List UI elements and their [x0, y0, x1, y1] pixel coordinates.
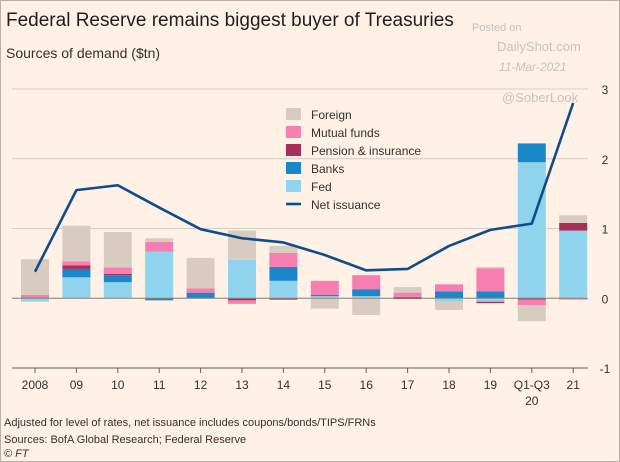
bar-fed: [228, 259, 256, 299]
bar-fed: [476, 298, 505, 302]
x-tick-label: 17: [401, 378, 415, 392]
bar-banks: [103, 275, 132, 283]
legend-label: Foreign: [311, 108, 352, 122]
bar-foreign: [21, 259, 49, 295]
bar-banks: [435, 291, 463, 299]
bar-mutual-funds: [517, 299, 546, 306]
bar-pension-insurance: [228, 298, 256, 301]
bar-banks: [310, 294, 339, 297]
bar-pension-insurance: [476, 301, 505, 304]
chart-subtitle: Sources of demand ($tn): [6, 45, 161, 61]
legend-label: Fed: [311, 180, 332, 194]
x-tick-label: Q1-Q3: [514, 378, 550, 392]
x-tick-label: 11: [153, 378, 166, 392]
x-tick-label: 19: [484, 378, 498, 392]
bar-banks: [393, 296, 422, 299]
bar-foreign: [476, 266, 505, 269]
bar-mutual-funds: [393, 292, 422, 297]
legend-swatch: [286, 162, 301, 174]
bar-banks: [186, 292, 215, 299]
bar-mutual-funds: [21, 294, 49, 298]
sources-note: Sources: BofA Global Research; Federal R…: [4, 434, 247, 446]
bar-banks: [476, 291, 505, 299]
bar-mutual-funds: [228, 300, 256, 304]
x-tick-label: 14: [277, 378, 291, 392]
bar-foreign: [186, 257, 215, 289]
copyright-note: © FT: [4, 448, 29, 460]
bar-banks: [145, 298, 174, 301]
y-tick-label: 3: [602, 83, 609, 97]
bar-mutual-funds: [435, 284, 463, 292]
bar-mutual-funds: [269, 252, 298, 267]
bar-fed: [352, 296, 381, 299]
bar-foreign: [269, 245, 298, 253]
x-tick-label: 18: [442, 378, 456, 392]
legend-label: Mutual funds: [311, 126, 380, 140]
x-tick-label: 13: [235, 378, 249, 392]
bar-foreign: [103, 231, 132, 268]
x-tick-label: 12: [194, 378, 208, 392]
bar-foreign: [517, 305, 546, 322]
bar-foreign: [62, 225, 91, 262]
bar-pension-insurance: [62, 265, 91, 269]
bar-banks: [352, 289, 381, 297]
x-tick-label: 09: [70, 378, 84, 392]
footnote: Adjusted for level of rates, net issuanc…: [4, 417, 376, 429]
legend-label: Pension & insurance: [311, 144, 421, 158]
bar-foreign: [352, 298, 381, 315]
watermark-site: DailyShot.com: [497, 39, 581, 54]
bar-fed: [269, 280, 298, 299]
y-tick-label: 2: [602, 153, 609, 167]
bar-foreign: [310, 298, 339, 309]
bar-fed: [103, 282, 132, 299]
bar-mutual-funds: [310, 280, 339, 295]
bar-foreign: [393, 287, 422, 293]
x-tick-label: 21: [567, 378, 581, 392]
bar-banks: [62, 268, 91, 278]
line-net-issuance: [33, 102, 575, 273]
y-tick-label: -1: [600, 362, 611, 376]
bar-pension-insurance: [517, 298, 546, 300]
bar-pension-insurance: [103, 273, 132, 276]
bar-fed: [145, 251, 174, 299]
bar-mutual-funds: [145, 241, 174, 252]
bar-mutual-funds: [559, 298, 588, 300]
x-tick-label: 15: [318, 378, 332, 392]
y-tick-label: 1: [602, 223, 609, 237]
bar-foreign: [559, 215, 588, 223]
bar-mutual-funds: [62, 261, 91, 266]
x-tick-label: 16: [360, 378, 374, 392]
chart-title: Federal Reserve remains biggest buyer of…: [6, 10, 454, 31]
x-tick-label: 20: [525, 394, 539, 408]
bar-pension-insurance: [559, 222, 588, 231]
bar-fed: [62, 277, 91, 299]
bar-foreign: [435, 301, 463, 311]
bar-fed: [517, 162, 546, 299]
legend-label: Banks: [311, 162, 344, 176]
bar-mutual-funds: [352, 275, 381, 290]
bar-mutual-funds: [103, 267, 132, 274]
bar-fed: [559, 230, 588, 299]
legend-label: Net issuance: [311, 198, 381, 212]
bar-foreign: [145, 238, 174, 242]
legend-swatch: [286, 144, 301, 156]
bar-fed: [435, 298, 463, 302]
watermark-handle: @SoberLook: [502, 90, 579, 105]
bar-mutual-funds: [186, 288, 215, 293]
bar-mutual-funds: [476, 268, 505, 292]
bar-banks: [517, 143, 546, 163]
bar-pension-insurance: [269, 298, 298, 300]
watermark-posted: Posted on: [472, 22, 522, 34]
watermark-date: 11-Mar-2021: [499, 60, 567, 74]
bar-fed: [310, 296, 339, 299]
y-tick-label: 0: [602, 292, 609, 306]
legend-swatch: [286, 108, 301, 120]
bar-fed: [21, 298, 49, 302]
x-tick-label: 10: [111, 378, 125, 392]
legend-swatch: [286, 126, 301, 138]
bar-banks: [269, 266, 298, 281]
legend-swatch: [286, 180, 301, 192]
x-tick-label: 2008: [22, 378, 49, 392]
